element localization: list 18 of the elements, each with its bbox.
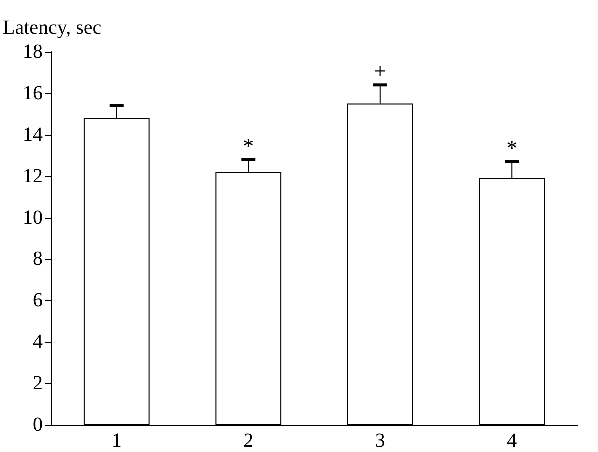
y-axis-title: Latency, sec [3,17,102,39]
x-tick-label: 1 [112,430,122,452]
y-tick-label: 16 [23,82,43,104]
y-tick-label: 0 [33,414,43,436]
annotation: + [374,58,387,84]
annotation: * [243,133,254,158]
y-tick-label: 8 [33,248,43,270]
y-tick-label: 10 [23,206,43,229]
y-tick-label: 12 [23,165,43,188]
x-tick-label: 4 [507,430,518,452]
y-tick-label: 2 [33,372,43,395]
y-tick-label: 18 [23,41,43,63]
x-tick-label: 3 [375,430,386,452]
x-tick-label: 2 [244,430,254,452]
y-tick-label: 6 [33,290,43,312]
annotation: * [506,135,518,160]
y-tick-label: 14 [23,124,43,146]
y-tick-label: 4 [33,331,43,354]
